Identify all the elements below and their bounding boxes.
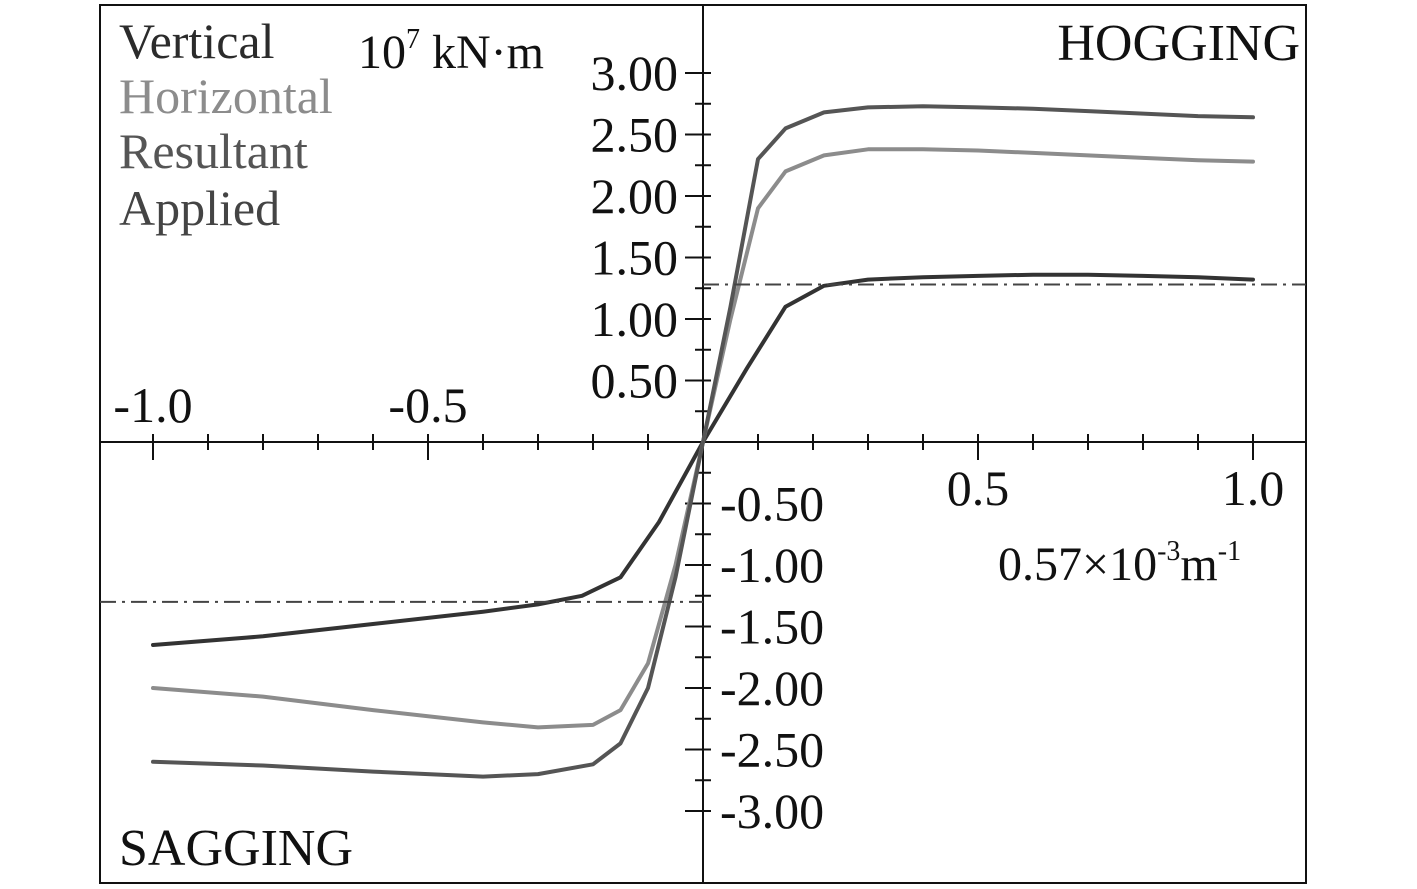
y-tick-label: -0.50 xyxy=(720,476,824,532)
y-axis-unit-label: 107 kN·m xyxy=(358,24,544,79)
y-tick-label: 0.50 xyxy=(591,353,679,409)
legend-vertical: Vertical xyxy=(119,13,274,69)
legend-horizontal: Horizontal xyxy=(119,68,333,124)
y-tick-label: -1.00 xyxy=(720,537,824,593)
y-tick-label: -2.00 xyxy=(720,660,824,716)
hogging-label: HOGGING xyxy=(1057,15,1300,72)
x-tick-label: 1.0 xyxy=(1222,460,1285,516)
y-tick-label: 2.50 xyxy=(591,107,679,163)
y-tick-label: -3.00 xyxy=(720,783,824,839)
x-tick-label: -0.5 xyxy=(388,377,467,433)
y-tick-label: 1.50 xyxy=(591,230,679,286)
series-resultant-line xyxy=(151,104,1255,779)
y-tick-label: 1.00 xyxy=(591,291,679,347)
y-tick-label: -1.50 xyxy=(720,599,824,655)
series-horizontal-line xyxy=(151,147,1255,730)
y-tick-label: 2.00 xyxy=(591,168,679,224)
legend-applied: Applied xyxy=(119,180,280,236)
x-tick-label: -1.0 xyxy=(113,377,192,433)
sagging-label: SAGGING xyxy=(119,820,353,877)
series-vertical-line xyxy=(151,272,1255,647)
x-tick-label: 0.5 xyxy=(947,460,1010,516)
y-tick-label: 3.00 xyxy=(591,45,679,101)
y-tick-label: -2.50 xyxy=(720,722,824,778)
legend-resultant: Resultant xyxy=(119,123,308,179)
x-axis-unit-label: 0.57×10-3m-1 xyxy=(998,536,1241,591)
